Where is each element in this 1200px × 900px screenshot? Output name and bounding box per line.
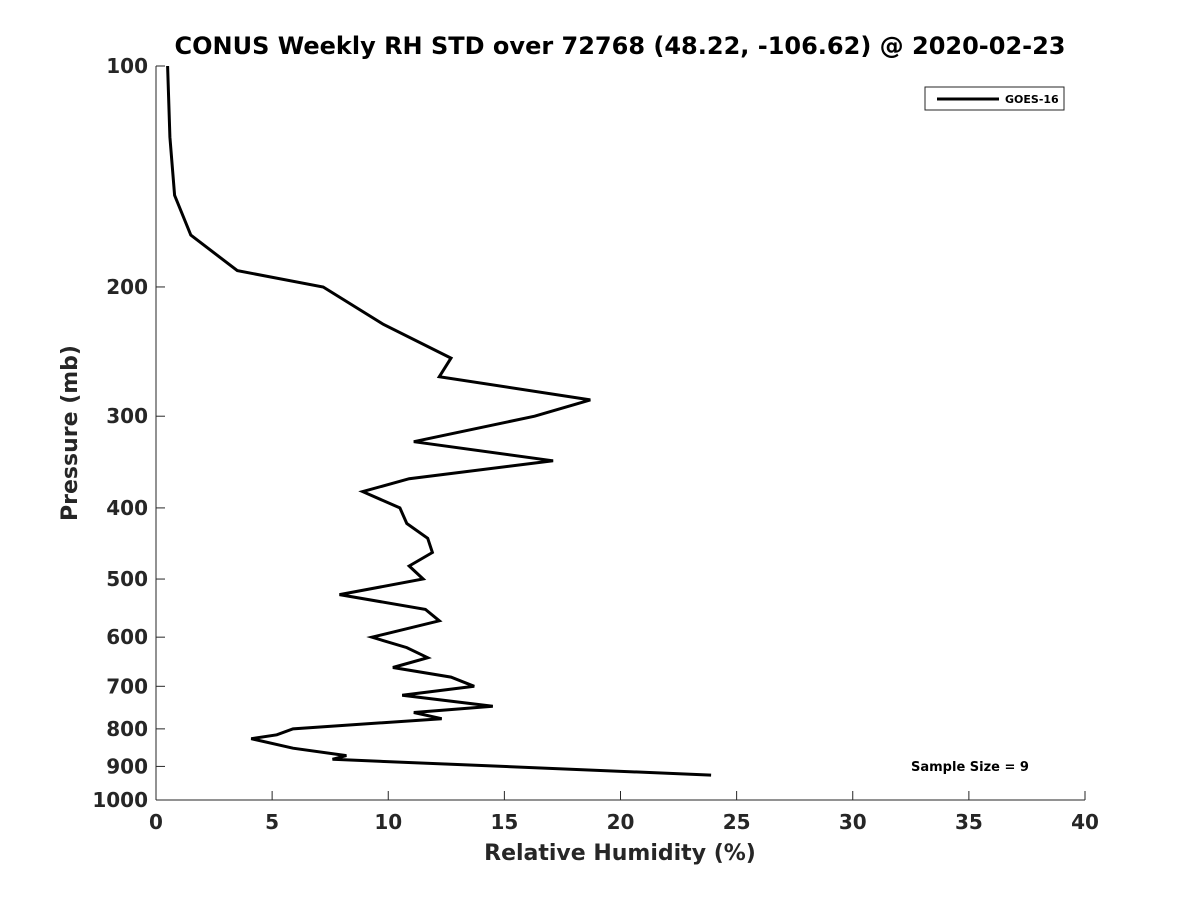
- x-tick-label: 0: [149, 810, 163, 834]
- y-tick-label: 700: [106, 674, 148, 698]
- x-tick-label: 10: [374, 810, 402, 834]
- x-tick-label: 25: [723, 810, 751, 834]
- y-tick-label: 200: [106, 275, 148, 299]
- series-layer: [166, 65, 712, 777]
- chart-title: CONUS Weekly RH STD over 72768 (48.22, -…: [174, 32, 1065, 60]
- x-axis-label: Relative Humidity (%): [484, 841, 756, 866]
- legend: GOES-16: [924, 86, 1065, 111]
- y-axis-label: Pressure (mb): [58, 345, 83, 521]
- y-tick-label: 300: [106, 404, 148, 428]
- y-tick-label: 600: [106, 625, 148, 649]
- y-tick-label: 500: [106, 567, 148, 591]
- y-tick-label: 800: [106, 717, 148, 741]
- x-tick-label: 15: [490, 810, 518, 834]
- x-tick-label: 20: [607, 810, 635, 834]
- y-tick-label: 900: [106, 754, 148, 778]
- y-tick-label: 400: [106, 496, 148, 520]
- y-tick-label: 100: [106, 54, 148, 78]
- x-tick-label: 30: [839, 810, 867, 834]
- legend-label-goes-16: GOES-16: [1005, 93, 1059, 106]
- x-tick-label: 40: [1071, 810, 1099, 834]
- y-ticks: 100 200 300 400 500 600 700 800 900 1000: [92, 54, 165, 812]
- y-tick-label: 1000: [92, 788, 148, 812]
- x-tick-label: 35: [955, 810, 983, 834]
- sample-size-annotation: Sample Size = 9: [911, 760, 1029, 775]
- x-tick-label: 5: [265, 810, 279, 834]
- series-line-goes-16: [166, 65, 712, 777]
- x-ticks: 0 5 10 15 20 25 30 35 40: [149, 791, 1099, 834]
